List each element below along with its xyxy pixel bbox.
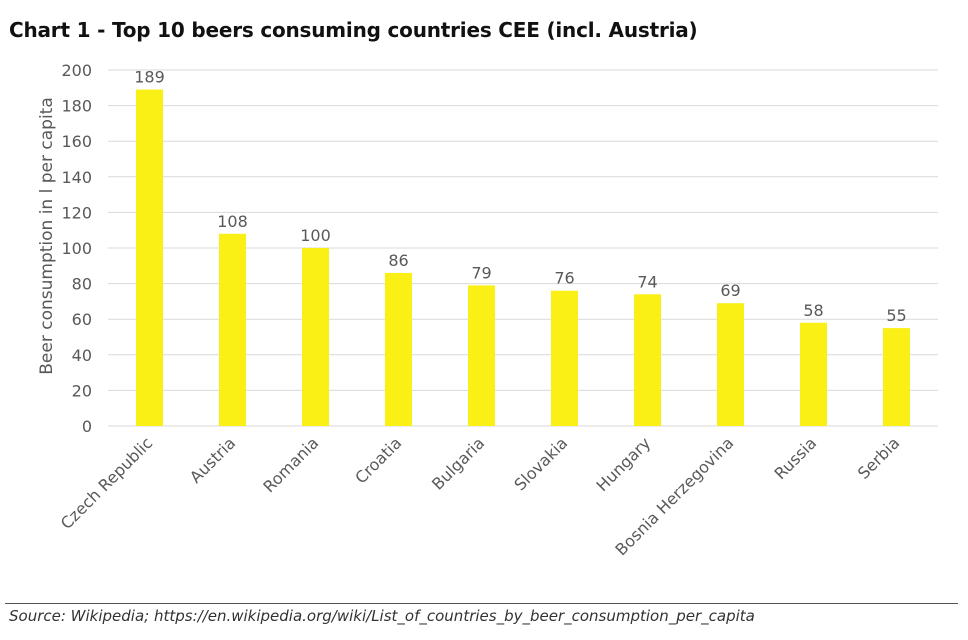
y-tick-label: 180 [61,97,92,116]
bar [219,233,246,426]
y-axis-tick-labels: 0 20 40 60 80 100 120 140 160 180 200 [61,61,92,436]
data-label: 74 [637,272,657,291]
chart-title: Chart 1 - Top 10 beers consuming countri… [9,18,698,42]
bar [302,248,329,426]
data-label: 108 [217,212,248,231]
bars [136,89,910,426]
y-axis-label: Beer consumption in l per capita [37,97,57,374]
y-tick-label: 40 [72,346,92,365]
data-labels: 189 108 100 86 79 76 74 69 58 55 [134,68,906,326]
data-label: 58 [803,301,823,320]
data-label: 79 [471,263,491,282]
x-tick-label: Romania [259,433,322,496]
bar [468,285,495,426]
data-label: 86 [388,251,408,270]
x-tick-label: Austria [186,433,239,486]
bar [136,89,163,426]
x-tick-label: Hungary [593,433,655,495]
y-tick-label: 20 [72,381,92,400]
x-tick-label: Serbia [854,433,903,482]
bar [883,328,910,426]
data-label: 100 [300,226,331,245]
x-axis-tick-labels: Czech Republic Austria Romania Croatia Bulga… [57,433,904,559]
x-tick-label: Bulgaria [428,433,488,493]
y-tick-label: 140 [61,168,92,187]
bar [800,322,827,426]
y-tick-label: 200 [61,61,92,80]
y-tick-label: 0 [82,417,92,436]
bar [717,303,744,426]
gridlines [108,69,938,427]
data-label: 76 [554,269,574,288]
source-divider [5,603,958,604]
y-tick-label: 80 [72,275,92,294]
x-tick-label: Russia [770,433,820,483]
y-tick-label: 120 [61,203,92,222]
y-tick-label: 100 [61,239,92,258]
x-tick-label: Croatia [351,433,405,487]
bar [551,290,578,426]
data-label: 55 [886,306,906,325]
data-label: 189 [134,68,165,87]
source-note: Source: Wikipedia; https://en.wikipedia.… [9,607,755,625]
y-tick-label: 160 [61,132,92,151]
bar-chart: 0 20 40 60 80 100 120 140 160 180 200 189 108 100 86 7… [37,61,938,559]
data-label: 69 [720,281,740,300]
y-tick-label: 60 [72,310,92,329]
bar [385,272,412,426]
x-tick-label: Czech Republic [57,433,157,533]
x-tick-label: Slovakia [510,433,571,494]
bar [634,294,661,426]
